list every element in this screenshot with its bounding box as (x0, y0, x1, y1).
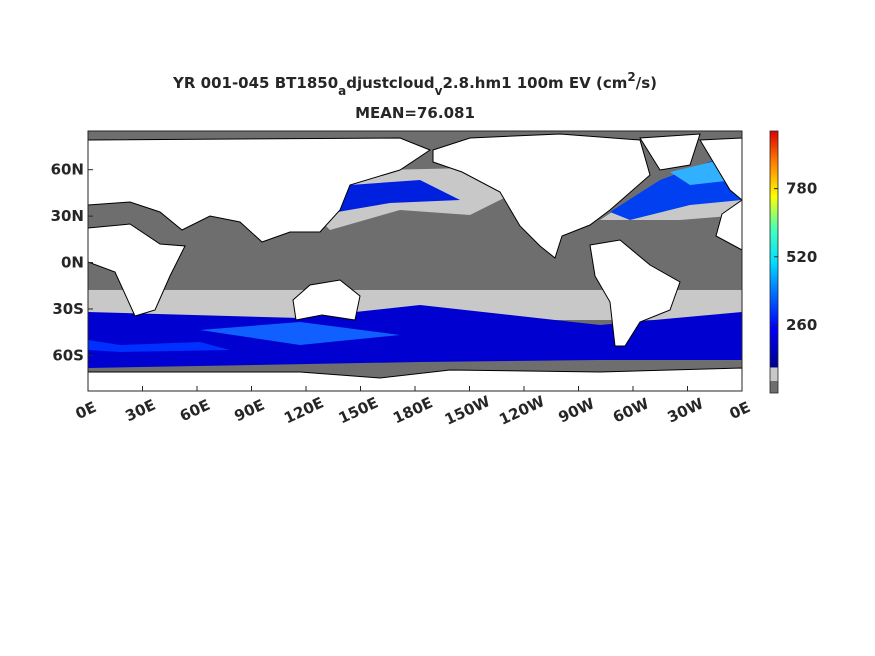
colorbar-tick-label: 260 (786, 316, 817, 334)
x-tick-label: 180E (390, 394, 435, 428)
title-part: djustcloud (346, 74, 434, 92)
colorbar-tick-label: 780 (786, 180, 817, 198)
x-tick-label: 90E (231, 396, 267, 425)
title-part: v (435, 84, 443, 98)
title-part: 2 (627, 70, 635, 84)
title: YR 001-045 BT1850adjustcloudv2.8.hm1 100… (172, 70, 657, 98)
x-tick-label: 0E (727, 398, 753, 423)
land (88, 367, 742, 391)
x-tick-label: 150E (336, 394, 381, 428)
title-part: /s) (636, 74, 657, 92)
land (699, 137, 742, 201)
land (88, 137, 432, 243)
title-part: a (338, 84, 346, 98)
map (88, 131, 742, 391)
field-blue (88, 340, 230, 352)
title-part: 2.8.hm1 100m EV (cm (443, 74, 628, 92)
land (432, 133, 651, 259)
y-tick-label: 60S (52, 346, 84, 364)
land (88, 223, 186, 317)
colorbar (769, 130, 779, 394)
land (639, 133, 701, 171)
x-tick-label: 30E (122, 396, 158, 425)
field-light (88, 290, 742, 320)
y-tick-label: 30N (51, 207, 84, 225)
land (589, 239, 681, 347)
y-tick-label: 60N (51, 161, 84, 179)
field-blue (88, 305, 742, 368)
title-part: YR 001-045 BT1850 (172, 74, 338, 92)
subtitle: MEAN=76.081 (355, 104, 475, 122)
field-blue (200, 322, 400, 345)
land (292, 279, 361, 321)
x-tick-label: 60E (177, 396, 213, 425)
land (715, 199, 742, 251)
x-tick-label: 60W (610, 394, 652, 426)
y-tick-label: 0N (61, 254, 84, 272)
field-blue (320, 180, 460, 215)
x-tick-label: 30W (665, 394, 707, 426)
x-tick-label: 150W (442, 392, 493, 429)
colorbar-tick-label: 520 (786, 248, 817, 266)
x-tick-label: 90W (556, 394, 598, 426)
y-tick-label: 30S (52, 300, 84, 318)
x-tick-label: 0E (73, 398, 99, 423)
x-tick-label: 120E (281, 394, 326, 428)
x-tick-label: 120W (496, 392, 547, 429)
